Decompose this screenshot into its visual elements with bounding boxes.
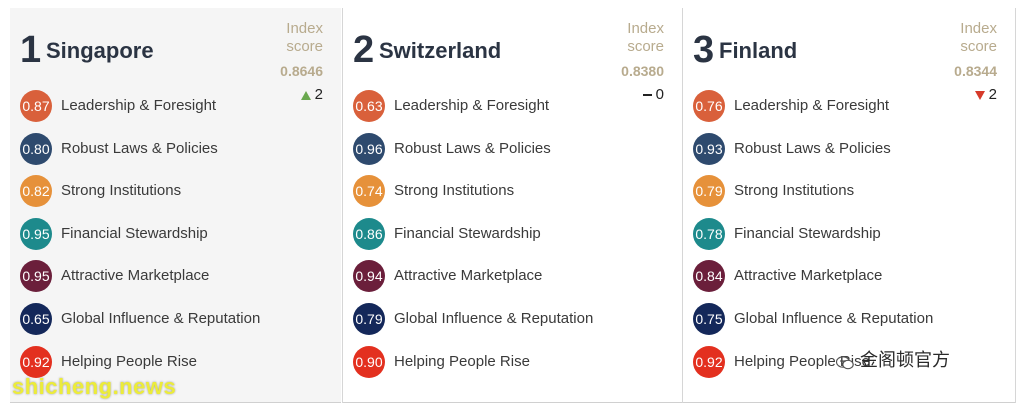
pillar-label: Strong Institutions <box>61 182 182 200</box>
pillar-score-badge: 0.90 <box>353 345 385 378</box>
rank-number: 3 <box>693 29 715 71</box>
pillar-score-badge: 0.92 <box>693 345 725 378</box>
pillar-item: 0.82 Strong Institutions <box>20 175 320 209</box>
pillar-score-badge: 0.76 <box>693 90 725 122</box>
pillar-item: 0.75 Global Influence & Reputation <box>693 303 993 337</box>
country-card: 3 Finland Index score 0.8344 2 0.76 Leadership… <box>682 8 1016 403</box>
pillar-label: Leadership & Foresight <box>61 97 217 114</box>
pillar-label: Attractive Marketplace <box>61 267 210 285</box>
pillar-item: 0.96 Robust Laws & Policies <box>353 132 653 167</box>
pillar-item: 0.92 Helping People Rise <box>20 345 320 380</box>
pillar-item: 0.79 Strong Institutions <box>693 175 993 209</box>
pillar-item: 0.65 Global Influence & Reputation <box>20 303 320 337</box>
pillar-label: Financial Stewardship <box>734 224 881 242</box>
pillar-item: 0.79 Global Influence & Reputation <box>353 303 653 337</box>
pillar-score-badge: 0.96 <box>353 132 385 165</box>
pillar-item: 0.94 Attractive Marketplace <box>353 260 653 294</box>
index-score-value: 0.8380 <box>621 63 664 79</box>
pillar-score-badge: 0.74 <box>353 175 385 208</box>
pillar-score-badge: 0.84 <box>693 260 725 293</box>
watermark-wechat-text: 金阁顿官方 <box>860 350 950 370</box>
pillar-label: Financial Stewardship <box>394 224 541 242</box>
pillar-label: Global Influence & Reputation <box>61 310 261 327</box>
pillar-item: 0.92 Helping People Rise <box>693 345 993 380</box>
pillar-label: Helping People Rise <box>734 352 870 370</box>
pillar-label: Helping People Rise <box>61 352 197 370</box>
pillar-label: Global Influence & Reputation <box>394 310 594 327</box>
dash-icon <box>642 94 652 97</box>
pillar-label: Attractive Marketplace <box>734 267 883 285</box>
pillar-label: Robust Laws & Policies <box>394 139 551 157</box>
country-card: 1 Singapore Index score 0.8646 2 0.87 Leadersh… <box>10 8 341 403</box>
pillar-item: 0.95 Attractive Marketplace <box>20 260 320 294</box>
pillar-label: Attractive Marketplace <box>394 267 543 285</box>
rank-number: 2 <box>353 29 375 71</box>
pillar-label: Strong Institutions <box>394 182 515 200</box>
watermark-shicheng: shicheng.news <box>12 374 177 399</box>
index-score-label: Index score <box>627 20 664 55</box>
pillar-item: 0.74 Strong Institutions <box>353 175 653 209</box>
pillar-score-badge: 0.93 <box>693 132 725 165</box>
rank-change: 0 <box>642 86 664 104</box>
pillar-score-badge: 0.63 <box>353 90 385 122</box>
rank-change: 2 <box>300 86 323 104</box>
pillar-item: 0.84 Attractive Marketplace <box>693 260 993 294</box>
card-divider <box>683 402 1015 403</box>
rank-change-value: 0 <box>655 86 664 103</box>
country-name: Finland <box>719 38 798 63</box>
pillar-label: Strong Institutions <box>734 182 855 200</box>
pillar-score-badge: 0.87 <box>20 90 52 122</box>
index-score-label: Index score <box>960 20 997 55</box>
pillar-score-badge: 0.78 <box>693 217 725 250</box>
country-name: Switzerland <box>379 38 502 63</box>
card-divider <box>343 402 682 403</box>
pillar-score-badge: 0.79 <box>353 303 385 335</box>
watermark-wechat: 金阁顿官方 <box>835 346 950 372</box>
pillar-score-badge: 0.65 <box>20 303 52 335</box>
pillar-label: Helping People Rise <box>394 352 530 370</box>
pillar-label: Robust Laws & Policies <box>734 139 891 157</box>
pillar-label: Financial Stewardship <box>61 224 208 242</box>
country-card: 2 Switzerland Index score 0.8380 0 0.63 Leader… <box>342 8 682 403</box>
pillar-item: 0.95 Financial Stewardship <box>20 217 320 252</box>
rank-number: 1 <box>20 29 42 71</box>
country-name: Singapore <box>46 38 154 63</box>
down-arrow-icon <box>974 90 985 100</box>
index-score-value: 0.8344 <box>954 63 997 79</box>
wechat-icon <box>835 354 854 370</box>
rank-change-value: 2 <box>314 86 323 103</box>
pillar-item: 0.93 Robust Laws & Policies <box>693 132 993 167</box>
index-score-label: Index score <box>286 20 323 55</box>
pillar-score-badge: 0.95 <box>20 260 52 293</box>
pillar-item: 0.86 Financial Stewardship <box>353 217 653 252</box>
pillar-label: Leadership & Foresight <box>734 97 890 114</box>
pillar-score-badge: 0.86 <box>353 217 385 250</box>
card-divider <box>10 402 341 403</box>
rank-change-value: 2 <box>988 86 997 103</box>
pillar-label: Leadership & Foresight <box>394 97 550 114</box>
pillar-score-badge: 0.82 <box>20 175 52 208</box>
pillar-item: 0.78 Financial Stewardship <box>693 217 993 252</box>
up-arrow-icon <box>300 90 311 100</box>
pillar-score-badge: 0.79 <box>693 175 725 208</box>
index-score-value: 0.8646 <box>280 63 323 79</box>
pillar-score-badge: 0.75 <box>693 303 725 335</box>
pillar-item: 0.87 Leadership & Foresight <box>20 90 320 124</box>
pillar-item: 0.76 Leadership & Foresight <box>693 90 993 124</box>
rank-change: 2 <box>974 86 997 104</box>
pillar-score-badge: 0.80 <box>20 132 52 165</box>
pillar-label: Global Influence & Reputation <box>734 310 934 327</box>
pillar-score-badge: 0.95 <box>20 217 52 250</box>
pillar-item: 0.63 Leadership & Foresight <box>353 90 653 124</box>
pillar-label: Robust Laws & Policies <box>61 139 218 157</box>
pillar-score-badge: 0.94 <box>353 260 385 293</box>
pillar-item: 0.90 Helping People Rise <box>353 345 653 380</box>
pillar-score-badge: 0.92 <box>20 345 52 378</box>
pillar-item: 0.80 Robust Laws & Policies <box>20 132 320 167</box>
